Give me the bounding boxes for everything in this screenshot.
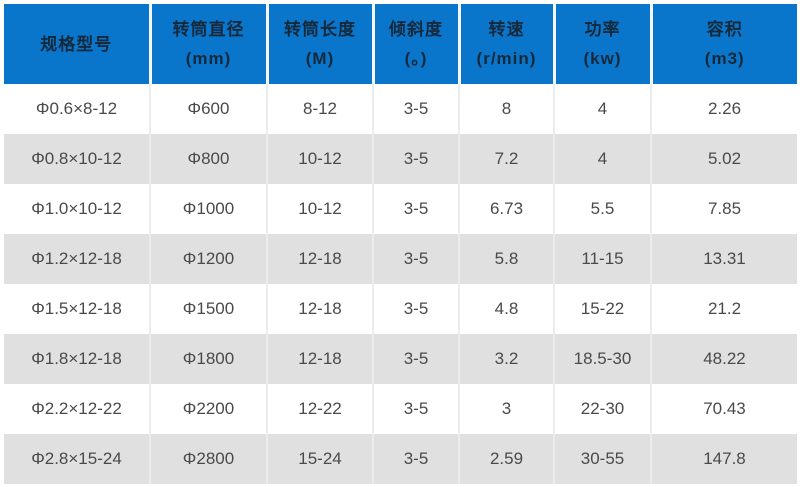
cell-rotation-speed: 6.73 xyxy=(458,184,554,234)
cell-drum-length: 12-22 xyxy=(266,384,373,434)
cell-power: 15-22 xyxy=(553,284,651,334)
cell-spec-model: Φ0.6×8-12 xyxy=(4,84,150,134)
cell-volume: 13.31 xyxy=(650,234,797,284)
header-rotation-speed: 转速 (r/min) xyxy=(457,4,554,84)
cell-drum-length: 12-18 xyxy=(266,334,373,384)
header-unit: (mm) xyxy=(185,49,232,68)
cell-drum-diameter: Φ2200 xyxy=(149,384,267,434)
header-title: 容积 xyxy=(706,20,743,39)
table-row: Φ1.2×12-18 Φ1200 12-18 3-5 5.8 11-15 13.… xyxy=(4,234,797,284)
cell-drum-length: 10-12 xyxy=(266,184,373,234)
cell-rotation-speed: 4.8 xyxy=(458,284,554,334)
cell-drum-diameter: Φ1500 xyxy=(149,284,267,334)
cell-drum-diameter: Φ1800 xyxy=(149,334,267,384)
cell-volume: 21.2 xyxy=(650,284,797,334)
cell-rotation-speed: 3 xyxy=(458,384,554,434)
header-row: 规格型号 转筒直径 (mm) 转筒长度 (M) 倾斜度 (。) 转速 (r/mi… xyxy=(4,4,797,84)
header-power: 功率 (kw) xyxy=(552,4,651,84)
cell-rotation-speed: 3.2 xyxy=(458,334,554,384)
table-row: Φ1.0×10-12 Φ1000 10-12 3-5 6.73 5.5 7.85 xyxy=(4,184,797,234)
cell-volume: 7.85 xyxy=(650,184,797,234)
spec-table: 规格型号 转筒直径 (mm) 转筒长度 (M) 倾斜度 (。) 转速 (r/mi… xyxy=(4,4,797,484)
header-unit: (M) xyxy=(305,49,335,68)
cell-spec-model: Φ1.8×12-18 xyxy=(4,334,150,384)
cell-inclination: 3-5 xyxy=(372,384,459,434)
table-row: Φ0.6×8-12 Φ600 8-12 3-5 8 4 2.26 xyxy=(4,84,797,134)
cell-drum-diameter: Φ600 xyxy=(149,84,267,134)
header-drum-diameter: 转筒直径 (mm) xyxy=(148,4,267,84)
cell-inclination: 3-5 xyxy=(372,234,459,284)
cell-spec-model: Φ2.8×15-24 xyxy=(4,434,150,484)
header-title: 功率 xyxy=(584,20,621,39)
header-unit: (。) xyxy=(404,49,428,68)
header-unit: (m3) xyxy=(704,49,745,68)
table-row: Φ2.8×15-24 Φ2800 15-24 3-5 2.59 30-55 14… xyxy=(4,434,797,484)
table-row: Φ2.2×12-22 Φ2200 12-22 3-5 3 22-30 70.43 xyxy=(4,384,797,434)
header-unit: (kw) xyxy=(583,49,622,68)
header-title: 转筒长度 xyxy=(284,20,356,39)
cell-power: 4 xyxy=(553,84,651,134)
cell-inclination: 3-5 xyxy=(372,134,459,184)
cell-inclination: 3-5 xyxy=(372,84,459,134)
cell-volume: 2.26 xyxy=(650,84,797,134)
cell-inclination: 3-5 xyxy=(372,434,459,484)
cell-drum-diameter: Φ800 xyxy=(149,134,267,184)
header-title: 倾斜度 xyxy=(389,20,443,39)
header-unit: (r/min) xyxy=(476,49,537,68)
cell-inclination: 3-5 xyxy=(372,334,459,384)
cell-power: 4 xyxy=(553,134,651,184)
cell-drum-length: 15-24 xyxy=(266,434,373,484)
cell-drum-diameter: Φ1200 xyxy=(149,234,267,284)
cell-spec-model: Φ1.5×12-18 xyxy=(4,284,150,334)
cell-inclination: 3-5 xyxy=(372,184,459,234)
cell-power: 5.5 xyxy=(553,184,651,234)
cell-drum-length: 12-18 xyxy=(266,284,373,334)
cell-volume: 48.22 xyxy=(650,334,797,384)
cell-power: 22-30 xyxy=(553,384,651,434)
cell-spec-model: Φ0.8×10-12 xyxy=(4,134,150,184)
cell-rotation-speed: 7.2 xyxy=(458,134,554,184)
cell-power: 30-55 xyxy=(553,434,651,484)
cell-spec-model: Φ1.0×10-12 xyxy=(4,184,150,234)
cell-power: 11-15 xyxy=(553,234,651,284)
cell-drum-length: 10-12 xyxy=(266,134,373,184)
cell-rotation-speed: 5.8 xyxy=(458,234,554,284)
cell-drum-diameter: Φ1000 xyxy=(149,184,267,234)
cell-volume: 147.8 xyxy=(650,434,797,484)
header-inclination: 倾斜度 (。) xyxy=(371,4,459,84)
cell-rotation-speed: 2.59 xyxy=(458,434,554,484)
cell-drum-diameter: Φ2800 xyxy=(149,434,267,484)
header-drum-length: 转筒长度 (M) xyxy=(265,4,373,84)
cell-power: 18.5-30 xyxy=(553,334,651,384)
header-title: 规格型号 xyxy=(40,34,113,54)
table-row: Φ0.8×10-12 Φ800 10-12 3-5 7.2 4 5.02 xyxy=(4,134,797,184)
header-title: 转筒直径 xyxy=(172,20,245,39)
cell-volume: 5.02 xyxy=(650,134,797,184)
table-row: Φ1.5×12-18 Φ1500 12-18 3-5 4.8 15-22 21.… xyxy=(4,284,797,334)
cell-spec-model: Φ1.2×12-18 xyxy=(4,234,150,284)
table-row: Φ1.8×12-18 Φ1800 12-18 3-5 3.2 18.5-30 4… xyxy=(4,334,797,384)
cell-spec-model: Φ2.2×12-22 xyxy=(4,384,150,434)
cell-inclination: 3-5 xyxy=(372,284,459,334)
cell-rotation-speed: 8 xyxy=(458,84,554,134)
header-spec-model: 规格型号 xyxy=(4,4,150,84)
cell-volume: 70.43 xyxy=(650,384,797,434)
cell-drum-length: 8-12 xyxy=(266,84,373,134)
cell-drum-length: 12-18 xyxy=(266,234,373,284)
header-volume: 容积 (m3) xyxy=(649,4,797,84)
header-title: 转速 xyxy=(488,20,525,39)
